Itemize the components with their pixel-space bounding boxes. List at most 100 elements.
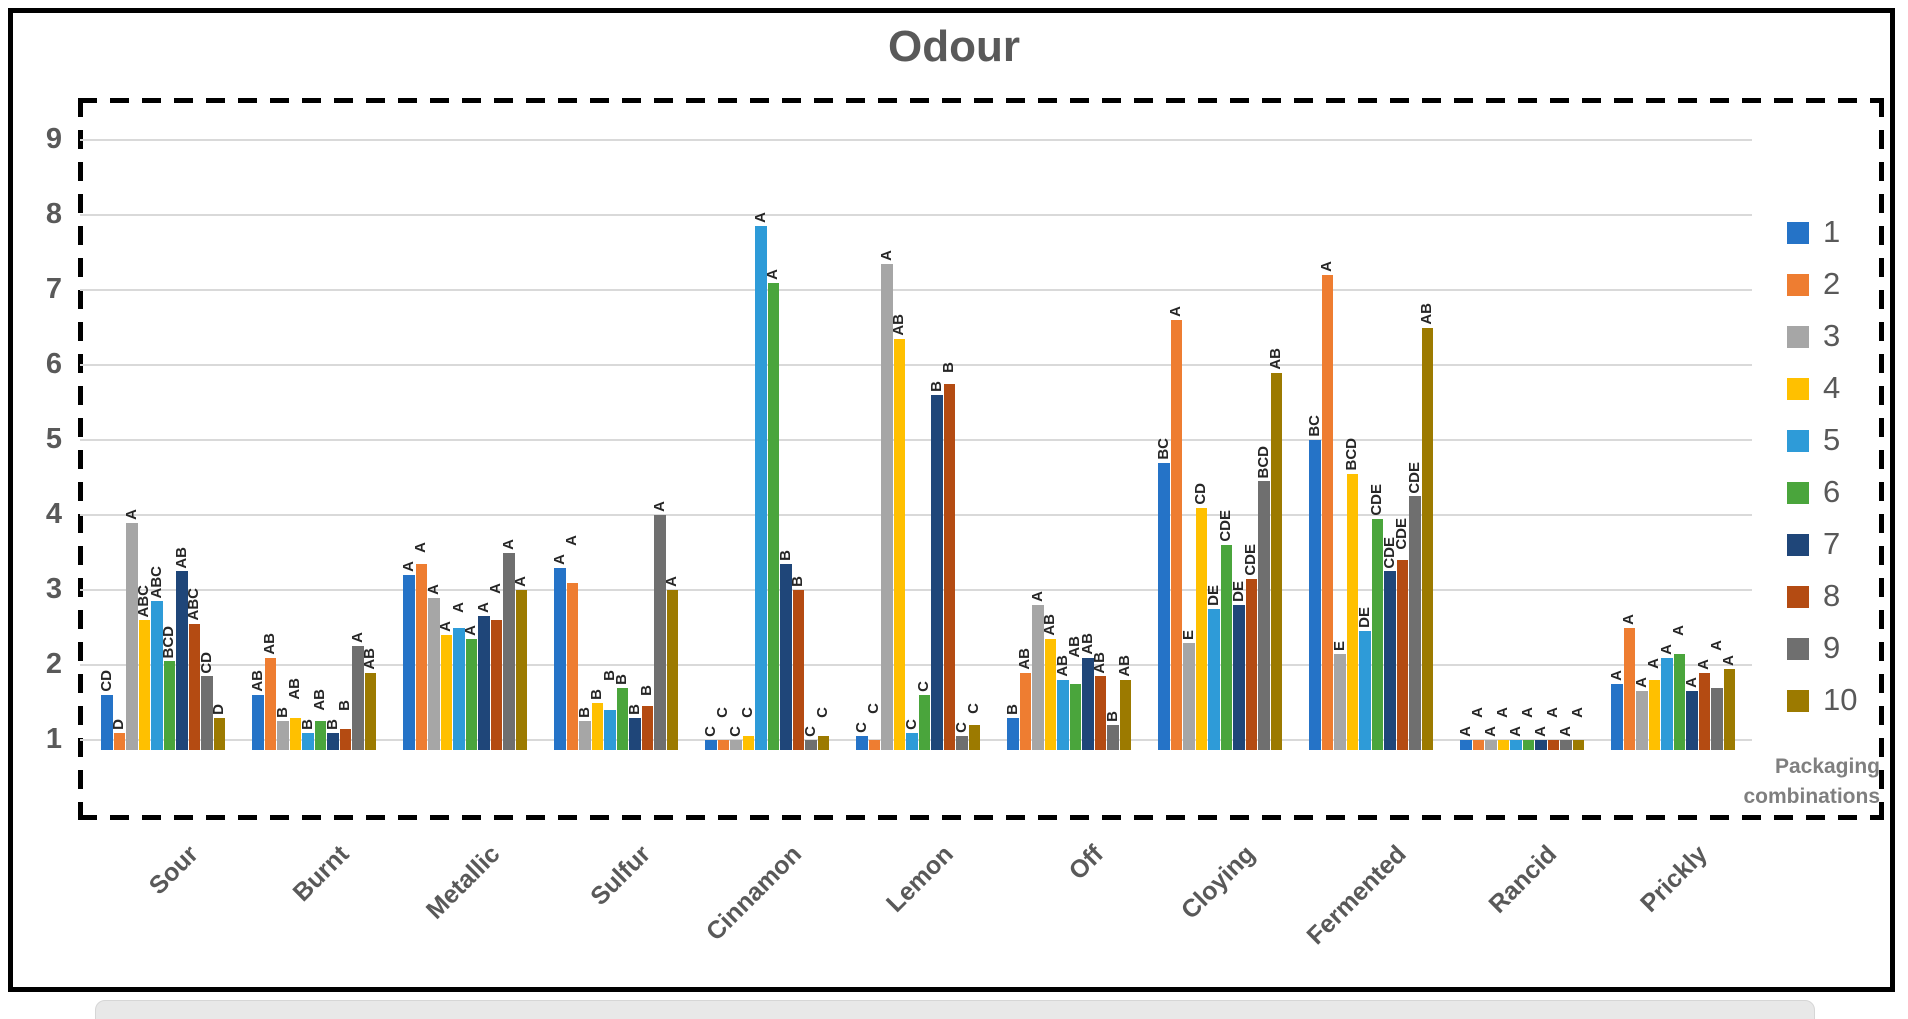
bar-significance-letter: E: [1179, 629, 1197, 640]
legend-label: 10: [1823, 682, 1858, 717]
bar-rancid-series-9: [1560, 740, 1572, 750]
bar-fermented-series-6: [1371, 518, 1384, 750]
bar-off-series-6: [1069, 683, 1082, 750]
bar-significance-letter: C: [852, 722, 870, 734]
bar-significance-letter: A: [764, 268, 782, 280]
bar-significance-letter: A: [1695, 658, 1713, 670]
bar-significance-letter: A: [877, 249, 895, 261]
bar-significance-letter: CDE: [1405, 461, 1423, 494]
bar-significance-letter: A: [1506, 726, 1524, 738]
bar-significance-letter: A: [1607, 669, 1625, 681]
bar-burnt-series-1: [252, 695, 264, 750]
bar-fermented-series-5: [1359, 631, 1371, 750]
bar-significance-letter: C: [902, 718, 920, 730]
bar-cinnamon-series-6: [767, 282, 780, 750]
bar-significance-letter: C: [965, 703, 983, 715]
bar-off-series-5: [1057, 680, 1069, 750]
gridline-3: [80, 589, 1752, 592]
bar-rancid-series-2: [1472, 740, 1485, 750]
bar-prickly-series-7: [1686, 691, 1698, 750]
bar-lemon-series-8: [943, 383, 956, 750]
bar-significance-letter: A: [550, 553, 568, 565]
bar-lemon-series-4: [893, 338, 906, 750]
bar-cloying-series-1: [1158, 462, 1170, 750]
bar-significance-letter: A: [512, 576, 530, 588]
bar-cloying-series-2: [1170, 320, 1183, 750]
bar-significance-letter: B: [776, 549, 794, 561]
y-tick-label: 8: [45, 198, 62, 231]
bar-sulfur-series-7: [629, 717, 641, 750]
bar-burnt-series-3: [277, 721, 289, 750]
legend-label: 4: [1823, 370, 1841, 405]
bar-metallic-series-1: [403, 575, 415, 750]
y-tick-label: 2: [45, 648, 62, 681]
gridline-4: [80, 514, 1752, 517]
bar-fermented-series-7: [1384, 571, 1396, 750]
bar-significance-letter: ABC: [147, 565, 165, 599]
legend-footer: Packaging combinations: [1650, 752, 1880, 812]
bar-sour-series-8: [188, 623, 201, 750]
bar-significance-letter: B: [323, 718, 341, 730]
gridline-8: [80, 214, 1752, 217]
gridline-2: [80, 664, 1752, 667]
legend-swatch-10: [1787, 690, 1809, 712]
bar-significance-letter: A: [499, 538, 517, 550]
bar-significance-letter: E: [1330, 640, 1348, 651]
bar-prickly-series-6: [1673, 653, 1686, 750]
bar-significance-letter: B: [588, 688, 606, 700]
bar-sour-series-6: [163, 661, 176, 750]
bar-prickly-series-3: [1636, 691, 1648, 750]
bar-significance-letter: A: [1494, 707, 1512, 719]
bar-prickly-series-1: [1611, 683, 1623, 750]
bar-significance-letter: A: [1469, 707, 1487, 719]
bar-significance-letter: A: [1028, 591, 1046, 603]
bar-sulfur-series-4: [591, 702, 604, 750]
bar-significance-letter: AB: [1418, 302, 1436, 325]
bar-cinnamon-series-1: [705, 740, 717, 750]
bar-sour-series-9: [201, 676, 213, 750]
bar-metallic-series-3: [428, 597, 440, 750]
bar-cinnamon-series-3: [730, 740, 742, 750]
legend-swatch-6: [1787, 482, 1809, 504]
bar-significance-letter: CD: [197, 651, 215, 674]
bar-significance-letter: B: [940, 362, 958, 374]
bar-burnt-series-7: [327, 732, 339, 750]
bar-cinnamon-series-10: [817, 736, 830, 750]
bar-prickly-series-10: [1723, 668, 1736, 750]
bar-significance-letter: AB: [1041, 614, 1059, 636]
bar-significance-letter: AB: [361, 647, 379, 670]
bar-significance-letter: B: [298, 718, 316, 730]
legend-label: 1: [1823, 214, 1841, 249]
bar-significance-letter: C: [701, 726, 719, 738]
gridline-7: [80, 289, 1752, 292]
bar-cinnamon-series-9: [805, 740, 817, 750]
bar-cinnamon-series-2: [717, 740, 730, 750]
bar-fermented-series-10: [1421, 327, 1434, 750]
bar-significance-letter: D: [210, 703, 228, 715]
legend-label: 8: [1823, 578, 1841, 613]
bar-significance-letter: A: [122, 508, 140, 520]
bar-prickly-series-2: [1623, 627, 1636, 750]
y-tick-label: 6: [45, 348, 62, 381]
gridline-6: [80, 364, 1752, 367]
legend-swatch-9: [1787, 638, 1809, 660]
bar-significance-letter: AB: [1053, 655, 1071, 678]
bar-off-series-9: [1107, 725, 1119, 750]
bar-significance-letter: A: [424, 583, 442, 595]
bar-significance-letter: B: [927, 381, 945, 393]
bar-significance-letter: A: [1456, 726, 1474, 738]
bar-significance-letter: A: [650, 501, 668, 513]
bar-burnt-series-8: [339, 728, 352, 750]
bar-significance-letter: A: [1645, 658, 1663, 670]
bar-metallic-series-10: [515, 590, 528, 750]
bar-significance-letter: BCD: [1254, 445, 1272, 479]
legend-footer-line2: combinations: [1743, 785, 1880, 808]
bar-significance-letter: C: [801, 726, 819, 738]
bar-significance-letter: BC: [1154, 437, 1172, 460]
bar-significance-letter: B: [1103, 711, 1121, 723]
legend-swatch-1: [1787, 222, 1809, 244]
bar-significance-letter: AB: [311, 688, 329, 711]
bar-significance-letter: AB: [890, 314, 908, 336]
y-tick-label: 1: [45, 723, 62, 756]
bar-cloying-series-10: [1270, 372, 1283, 750]
